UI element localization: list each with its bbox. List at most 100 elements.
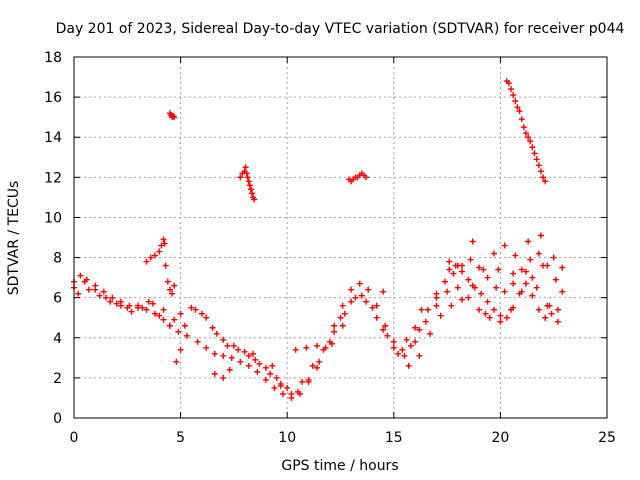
data-point xyxy=(75,290,82,297)
data-point xyxy=(501,288,508,295)
data-point xyxy=(328,340,335,347)
data-point xyxy=(220,352,227,359)
data-point xyxy=(175,328,182,335)
data-point xyxy=(203,314,210,321)
data-point xyxy=(152,252,159,259)
data-point xyxy=(299,378,306,385)
data-point xyxy=(535,306,542,313)
data-point xyxy=(194,338,201,345)
data-point xyxy=(454,262,461,269)
data-point xyxy=(254,368,261,375)
grid-lines xyxy=(74,57,607,418)
x-tick-label: 0 xyxy=(70,430,79,446)
data-point xyxy=(510,92,517,99)
y-tick-label: 0 xyxy=(53,411,62,427)
data-point xyxy=(271,384,278,391)
data-point xyxy=(247,186,254,193)
data-point xyxy=(279,390,286,397)
x-tick-label: 10 xyxy=(278,430,296,446)
data-point xyxy=(96,292,103,299)
data-point xyxy=(188,304,195,311)
data-point xyxy=(160,236,167,243)
x-axis-label: GPS time / hours xyxy=(281,458,398,474)
data-point xyxy=(243,170,250,177)
data-point xyxy=(491,250,498,257)
data-point xyxy=(527,138,534,145)
data-point xyxy=(395,350,402,357)
data-point xyxy=(441,278,448,285)
data-point xyxy=(246,182,253,189)
data-point xyxy=(211,370,218,377)
data-point xyxy=(113,300,120,307)
data-point xyxy=(467,256,474,263)
data-point xyxy=(156,248,163,255)
data-point xyxy=(531,150,538,157)
data-point xyxy=(533,156,540,163)
y-tick-label: 10 xyxy=(44,210,62,226)
data-point xyxy=(516,290,523,297)
series-8 xyxy=(503,78,549,185)
data-point xyxy=(134,302,141,309)
data-point xyxy=(177,310,184,317)
data-point xyxy=(305,376,312,383)
data-point xyxy=(484,298,491,305)
data-point xyxy=(331,328,338,335)
data-point xyxy=(380,288,387,295)
data-point xyxy=(267,370,274,377)
data-point xyxy=(117,302,124,309)
data-point xyxy=(437,312,444,319)
y-tick-label: 4 xyxy=(53,331,62,347)
data-point xyxy=(147,254,154,261)
data-point xyxy=(403,336,410,343)
data-point xyxy=(540,262,547,269)
data-point xyxy=(173,358,180,365)
data-point xyxy=(303,344,310,351)
data-point xyxy=(535,162,542,169)
data-point xyxy=(390,344,397,351)
data-point xyxy=(407,342,414,349)
data-point xyxy=(459,268,466,275)
data-point xyxy=(158,242,165,249)
y-tick-label: 2 xyxy=(53,371,62,387)
series-5 xyxy=(166,110,178,121)
data-point xyxy=(505,80,512,87)
data-point xyxy=(465,276,472,283)
data-point xyxy=(170,113,177,120)
data-point xyxy=(244,174,251,181)
data-point xyxy=(237,358,244,365)
data-point xyxy=(559,288,566,295)
data-point xyxy=(533,284,540,291)
data-point xyxy=(85,286,92,293)
data-point xyxy=(529,292,536,299)
data-point xyxy=(390,338,397,345)
data-point xyxy=(251,196,258,203)
data-point xyxy=(356,280,363,287)
data-point xyxy=(518,266,525,273)
data-point xyxy=(537,168,544,175)
data-point xyxy=(482,310,489,317)
data-point xyxy=(109,294,116,301)
data-point xyxy=(384,332,391,339)
data-point xyxy=(358,292,365,299)
data-point xyxy=(230,342,237,349)
data-point xyxy=(471,284,478,291)
data-point xyxy=(92,286,99,293)
data-point xyxy=(459,296,466,303)
data-point xyxy=(554,318,561,325)
data-point xyxy=(226,366,233,373)
data-point xyxy=(107,298,114,305)
data-point xyxy=(380,326,387,333)
series-2 xyxy=(75,242,561,397)
data-point xyxy=(250,350,257,357)
data-point xyxy=(160,306,167,313)
data-point xyxy=(102,294,109,301)
data-point xyxy=(525,134,532,141)
data-point xyxy=(273,374,280,381)
data-point xyxy=(516,108,523,115)
data-point xyxy=(433,294,440,301)
y-tick-label: 18 xyxy=(44,50,62,66)
data-point xyxy=(469,238,476,245)
y-tick-label: 6 xyxy=(53,291,62,307)
y-tick-label: 14 xyxy=(44,130,62,146)
